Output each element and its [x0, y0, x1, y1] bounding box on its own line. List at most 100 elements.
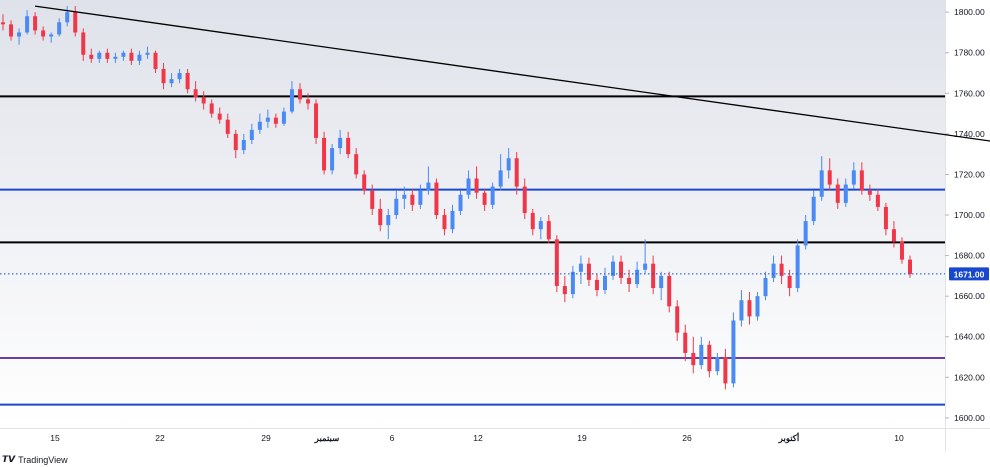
candle-body	[145, 52, 150, 55]
candle-body	[538, 221, 543, 230]
candle-body	[908, 259, 912, 274]
candle-body	[667, 275, 672, 307]
candle-body	[819, 170, 824, 197]
candle-body	[33, 16, 38, 31]
candle-body	[402, 194, 407, 199]
candle-body	[306, 99, 311, 104]
candle-body	[41, 30, 46, 37]
candle-body	[739, 300, 744, 321]
candle-body	[161, 68, 166, 84]
candle-body	[129, 52, 134, 61]
candle-body	[57, 22, 62, 35]
candle-body	[562, 286, 567, 295]
candle-body	[273, 117, 278, 124]
candle-body	[827, 170, 832, 185]
candle-body	[651, 263, 656, 289]
candle-body	[859, 170, 864, 191]
candle-body	[578, 263, 583, 272]
candle-body	[378, 208, 383, 226]
candle-body	[354, 154, 359, 175]
candle-body	[731, 320, 736, 384]
candle-body	[394, 198, 399, 216]
x-tick-label: 19	[577, 433, 587, 443]
trendline	[35, 5, 990, 142]
y-tick-label: 1760.00	[954, 88, 985, 98]
candle-body	[803, 221, 808, 246]
candle-body	[249, 129, 254, 140]
candle-body	[771, 263, 776, 278]
candle-body	[458, 194, 463, 211]
y-tick-label: 1620.00	[954, 372, 985, 382]
candle-body	[346, 137, 351, 155]
candle-body	[691, 352, 696, 366]
x-tick-label: 15	[50, 433, 60, 443]
x-tick-label: أكتوبر	[778, 431, 800, 444]
candle-body	[867, 190, 872, 195]
candle-body	[883, 206, 888, 230]
x-tick-label: 6	[390, 433, 395, 443]
candle-body	[442, 215, 447, 230]
candle-body	[81, 32, 86, 55]
candle-body	[65, 12, 70, 23]
candle-body	[9, 24, 14, 37]
candle-body	[265, 117, 270, 122]
x-tick-label: سبتمبر	[314, 433, 339, 444]
candle-body	[169, 79, 174, 84]
brand-label: TradingView	[18, 454, 68, 465]
x-tick-label: 22	[155, 433, 165, 443]
x-tick-label: 26	[682, 433, 692, 443]
candle-body	[338, 137, 343, 149]
candle-body	[185, 73, 190, 90]
y-tick-label: 1660.00	[954, 291, 985, 301]
y-tick-label: 1800.00	[954, 7, 985, 17]
candle-body	[49, 34, 54, 37]
candle-body	[763, 277, 768, 297]
current-price-badge	[949, 267, 989, 281]
candle-body	[17, 32, 22, 37]
candle-body	[257, 121, 262, 130]
candle-body	[835, 184, 840, 203]
candle-body	[89, 54, 94, 59]
candle-body	[627, 277, 632, 284]
candle-body	[779, 263, 784, 276]
candle-body	[586, 263, 591, 280]
candle-body	[289, 89, 294, 112]
candle-body	[707, 344, 712, 372]
candle-body	[635, 269, 640, 284]
candle-body	[594, 279, 599, 291]
y-tick-label: 1780.00	[954, 48, 985, 58]
price-scale-panel	[945, 0, 990, 452]
candle-body	[546, 221, 551, 240]
candle-body	[362, 174, 367, 191]
candle-body	[330, 148, 335, 171]
candle-body	[570, 271, 575, 295]
candle-body	[723, 357, 728, 384]
candle-body	[410, 194, 415, 205]
candle-body	[490, 186, 495, 205]
candle-body	[755, 296, 760, 317]
candle-body	[113, 56, 118, 59]
candle-body	[322, 137, 327, 171]
footer: 𝙏𝙑 TradingView	[0, 452, 990, 467]
candle-body	[643, 263, 648, 270]
candle-body	[386, 215, 391, 226]
candle-body	[233, 133, 238, 151]
candle-body	[530, 212, 535, 230]
candle-body	[514, 158, 519, 187]
candle-body	[554, 239, 559, 287]
x-tick-label: 12	[473, 433, 483, 443]
candle-body	[899, 241, 904, 260]
chart-canvas[interactable]: 1800.00 1780.00 1760.00 1740.00 1720.00 1700.…	[0, 0, 990, 452]
candle-body	[73, 12, 78, 33]
candle-body	[121, 52, 126, 57]
candle-body	[193, 89, 198, 98]
candle-body	[217, 113, 222, 120]
y-tick-label: 1680.00	[954, 251, 985, 261]
candle-body	[851, 170, 856, 185]
candle-body	[1, 22, 5, 25]
candle-body	[297, 89, 302, 100]
candle-body	[426, 182, 431, 191]
candle-body	[314, 103, 319, 138]
candle-body	[811, 196, 816, 222]
